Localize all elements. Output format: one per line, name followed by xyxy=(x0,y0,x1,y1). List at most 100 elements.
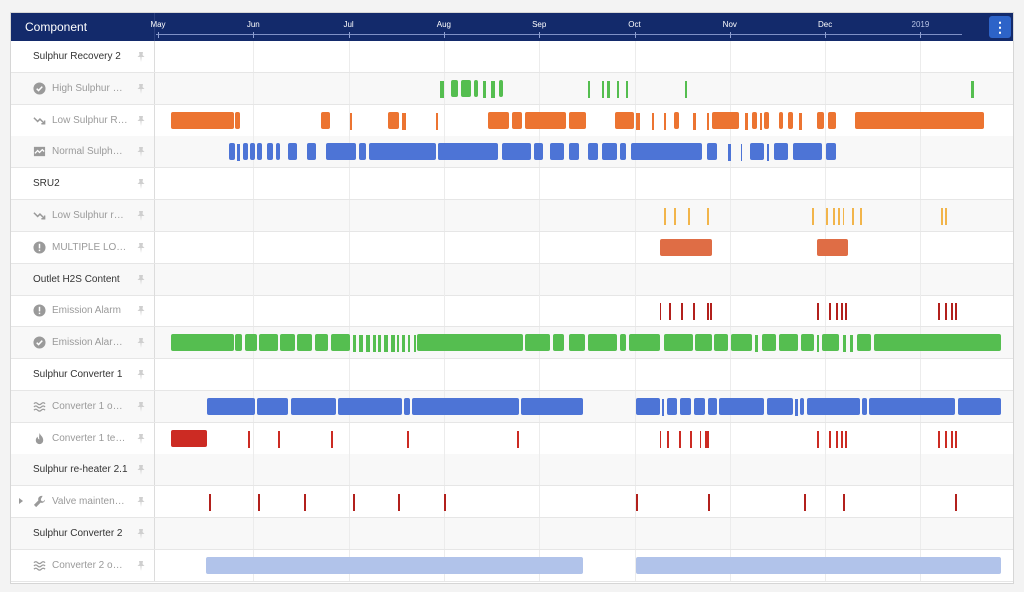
row-label-cell[interactable]: Sulphur Recovery 2 xyxy=(11,41,155,72)
row-track[interactable] xyxy=(156,327,1013,359)
event-bar[interactable] xyxy=(511,111,523,129)
event-bar[interactable] xyxy=(708,397,717,415)
event-bar[interactable] xyxy=(873,334,1001,352)
event-bar[interactable] xyxy=(359,335,364,353)
row-track[interactable] xyxy=(156,168,1013,200)
event-bar[interactable] xyxy=(483,80,487,98)
event-bar[interactable] xyxy=(280,334,295,352)
event-bar[interactable] xyxy=(829,430,832,448)
event-bar[interactable] xyxy=(692,303,695,321)
event-bar[interactable] xyxy=(306,143,317,161)
event-bar[interactable] xyxy=(404,397,410,415)
event-bar[interactable] xyxy=(402,335,406,353)
row-track[interactable] xyxy=(156,263,1013,295)
event-bar[interactable] xyxy=(569,143,579,161)
event-bar[interactable] xyxy=(954,303,957,321)
event-bar[interactable] xyxy=(314,334,328,352)
event-bar[interactable] xyxy=(259,334,279,352)
event-bar[interactable] xyxy=(378,335,382,353)
event-bar[interactable] xyxy=(840,430,843,448)
event-bar[interactable] xyxy=(170,111,234,129)
event-bar[interactable] xyxy=(372,335,376,353)
event-bar[interactable] xyxy=(971,80,975,98)
event-bar[interactable] xyxy=(614,111,634,129)
row-label-cell[interactable]: High Sulphur Recovery xyxy=(11,72,155,104)
event-bar[interactable] xyxy=(951,303,954,321)
event-bar[interactable] xyxy=(330,334,350,352)
component-row[interactable]: Emission Alarm history xyxy=(11,327,1013,360)
event-bar[interactable] xyxy=(940,208,943,225)
event-bar[interactable] xyxy=(549,143,565,161)
event-bar[interactable] xyxy=(673,111,679,129)
event-bar[interactable] xyxy=(799,397,805,415)
pin-icon[interactable] xyxy=(135,559,147,571)
event-bar[interactable] xyxy=(170,429,207,447)
event-bar[interactable] xyxy=(349,112,352,130)
event-bar[interactable] xyxy=(711,111,739,129)
event-bar[interactable] xyxy=(667,397,677,415)
row-track[interactable] xyxy=(156,454,1013,486)
event-bar[interactable] xyxy=(635,556,1001,574)
event-bar[interactable] xyxy=(678,430,681,448)
row-track[interactable] xyxy=(156,104,1013,136)
event-bar[interactable] xyxy=(807,397,860,415)
event-bar[interactable] xyxy=(438,143,455,161)
row-label-cell[interactable]: MULTIPLE LOADS xyxy=(11,231,155,263)
event-bar[interactable] xyxy=(266,143,273,161)
pin-icon[interactable] xyxy=(135,241,147,253)
event-bar[interactable] xyxy=(258,494,261,512)
event-bar[interactable] xyxy=(235,334,243,352)
more-menu-button[interactable]: ⋮ xyxy=(989,16,1011,38)
pin-icon[interactable] xyxy=(135,368,147,380)
event-bar[interactable] xyxy=(954,430,957,448)
event-bar[interactable] xyxy=(488,111,509,129)
pin-icon[interactable] xyxy=(135,209,147,221)
event-bar[interactable] xyxy=(407,335,410,353)
event-bar[interactable] xyxy=(359,143,367,161)
event-bar[interactable] xyxy=(413,335,416,353)
row-label-cell[interactable]: Converter 2 operation xyxy=(11,549,155,581)
event-bar[interactable] xyxy=(673,208,676,225)
event-bar[interactable] xyxy=(679,397,691,415)
event-bar[interactable] xyxy=(243,143,248,161)
component-row[interactable]: Sulphur Converter 1 xyxy=(11,359,1013,391)
event-bar[interactable] xyxy=(816,335,819,353)
event-bar[interactable] xyxy=(607,80,610,98)
event-bar[interactable] xyxy=(778,111,784,129)
event-bar[interactable] xyxy=(490,80,495,98)
event-bar[interactable] xyxy=(588,143,598,161)
event-bar[interactable] xyxy=(569,111,587,129)
event-bar[interactable] xyxy=(630,143,703,161)
row-label-cell[interactable]: Outlet H2S Content xyxy=(11,263,155,295)
event-bar[interactable] xyxy=(619,334,627,352)
event-bar[interactable] xyxy=(850,335,853,353)
event-bar[interactable] xyxy=(828,111,836,129)
event-bar[interactable] xyxy=(826,208,829,225)
event-bar[interactable] xyxy=(681,303,684,321)
pin-icon[interactable] xyxy=(135,50,147,62)
event-bar[interactable] xyxy=(767,144,770,162)
event-bar[interactable] xyxy=(798,112,803,130)
event-bar[interactable] xyxy=(705,430,710,448)
pin-icon[interactable] xyxy=(135,145,147,158)
row-label-cell[interactable]: Sulphur Converter 2 xyxy=(11,518,155,549)
event-bar[interactable] xyxy=(635,397,660,415)
event-bar[interactable] xyxy=(667,430,670,448)
event-bar[interactable] xyxy=(235,111,241,129)
event-bar[interactable] xyxy=(368,143,436,161)
event-bar[interactable] xyxy=(237,144,241,162)
row-label-cell[interactable]: Emission Alarm xyxy=(11,295,155,327)
event-bar[interactable] xyxy=(816,111,825,129)
event-bar[interactable] xyxy=(330,430,333,448)
event-bar[interactable] xyxy=(731,334,752,352)
row-label-cell[interactable]: SRU2 xyxy=(11,168,155,200)
pin-icon[interactable] xyxy=(135,304,147,317)
event-bar[interactable] xyxy=(843,494,846,512)
event-bar[interactable] xyxy=(728,144,732,162)
row-track[interactable] xyxy=(156,200,1013,231)
component-row[interactable]: Outlet H2S Content xyxy=(11,263,1013,296)
event-bar[interactable] xyxy=(290,397,336,415)
event-bar[interactable] xyxy=(816,430,819,448)
component-row[interactable]: MULTIPLE LOADS xyxy=(11,231,1013,264)
component-row[interactable]: Converter 2 operation xyxy=(11,549,1013,582)
